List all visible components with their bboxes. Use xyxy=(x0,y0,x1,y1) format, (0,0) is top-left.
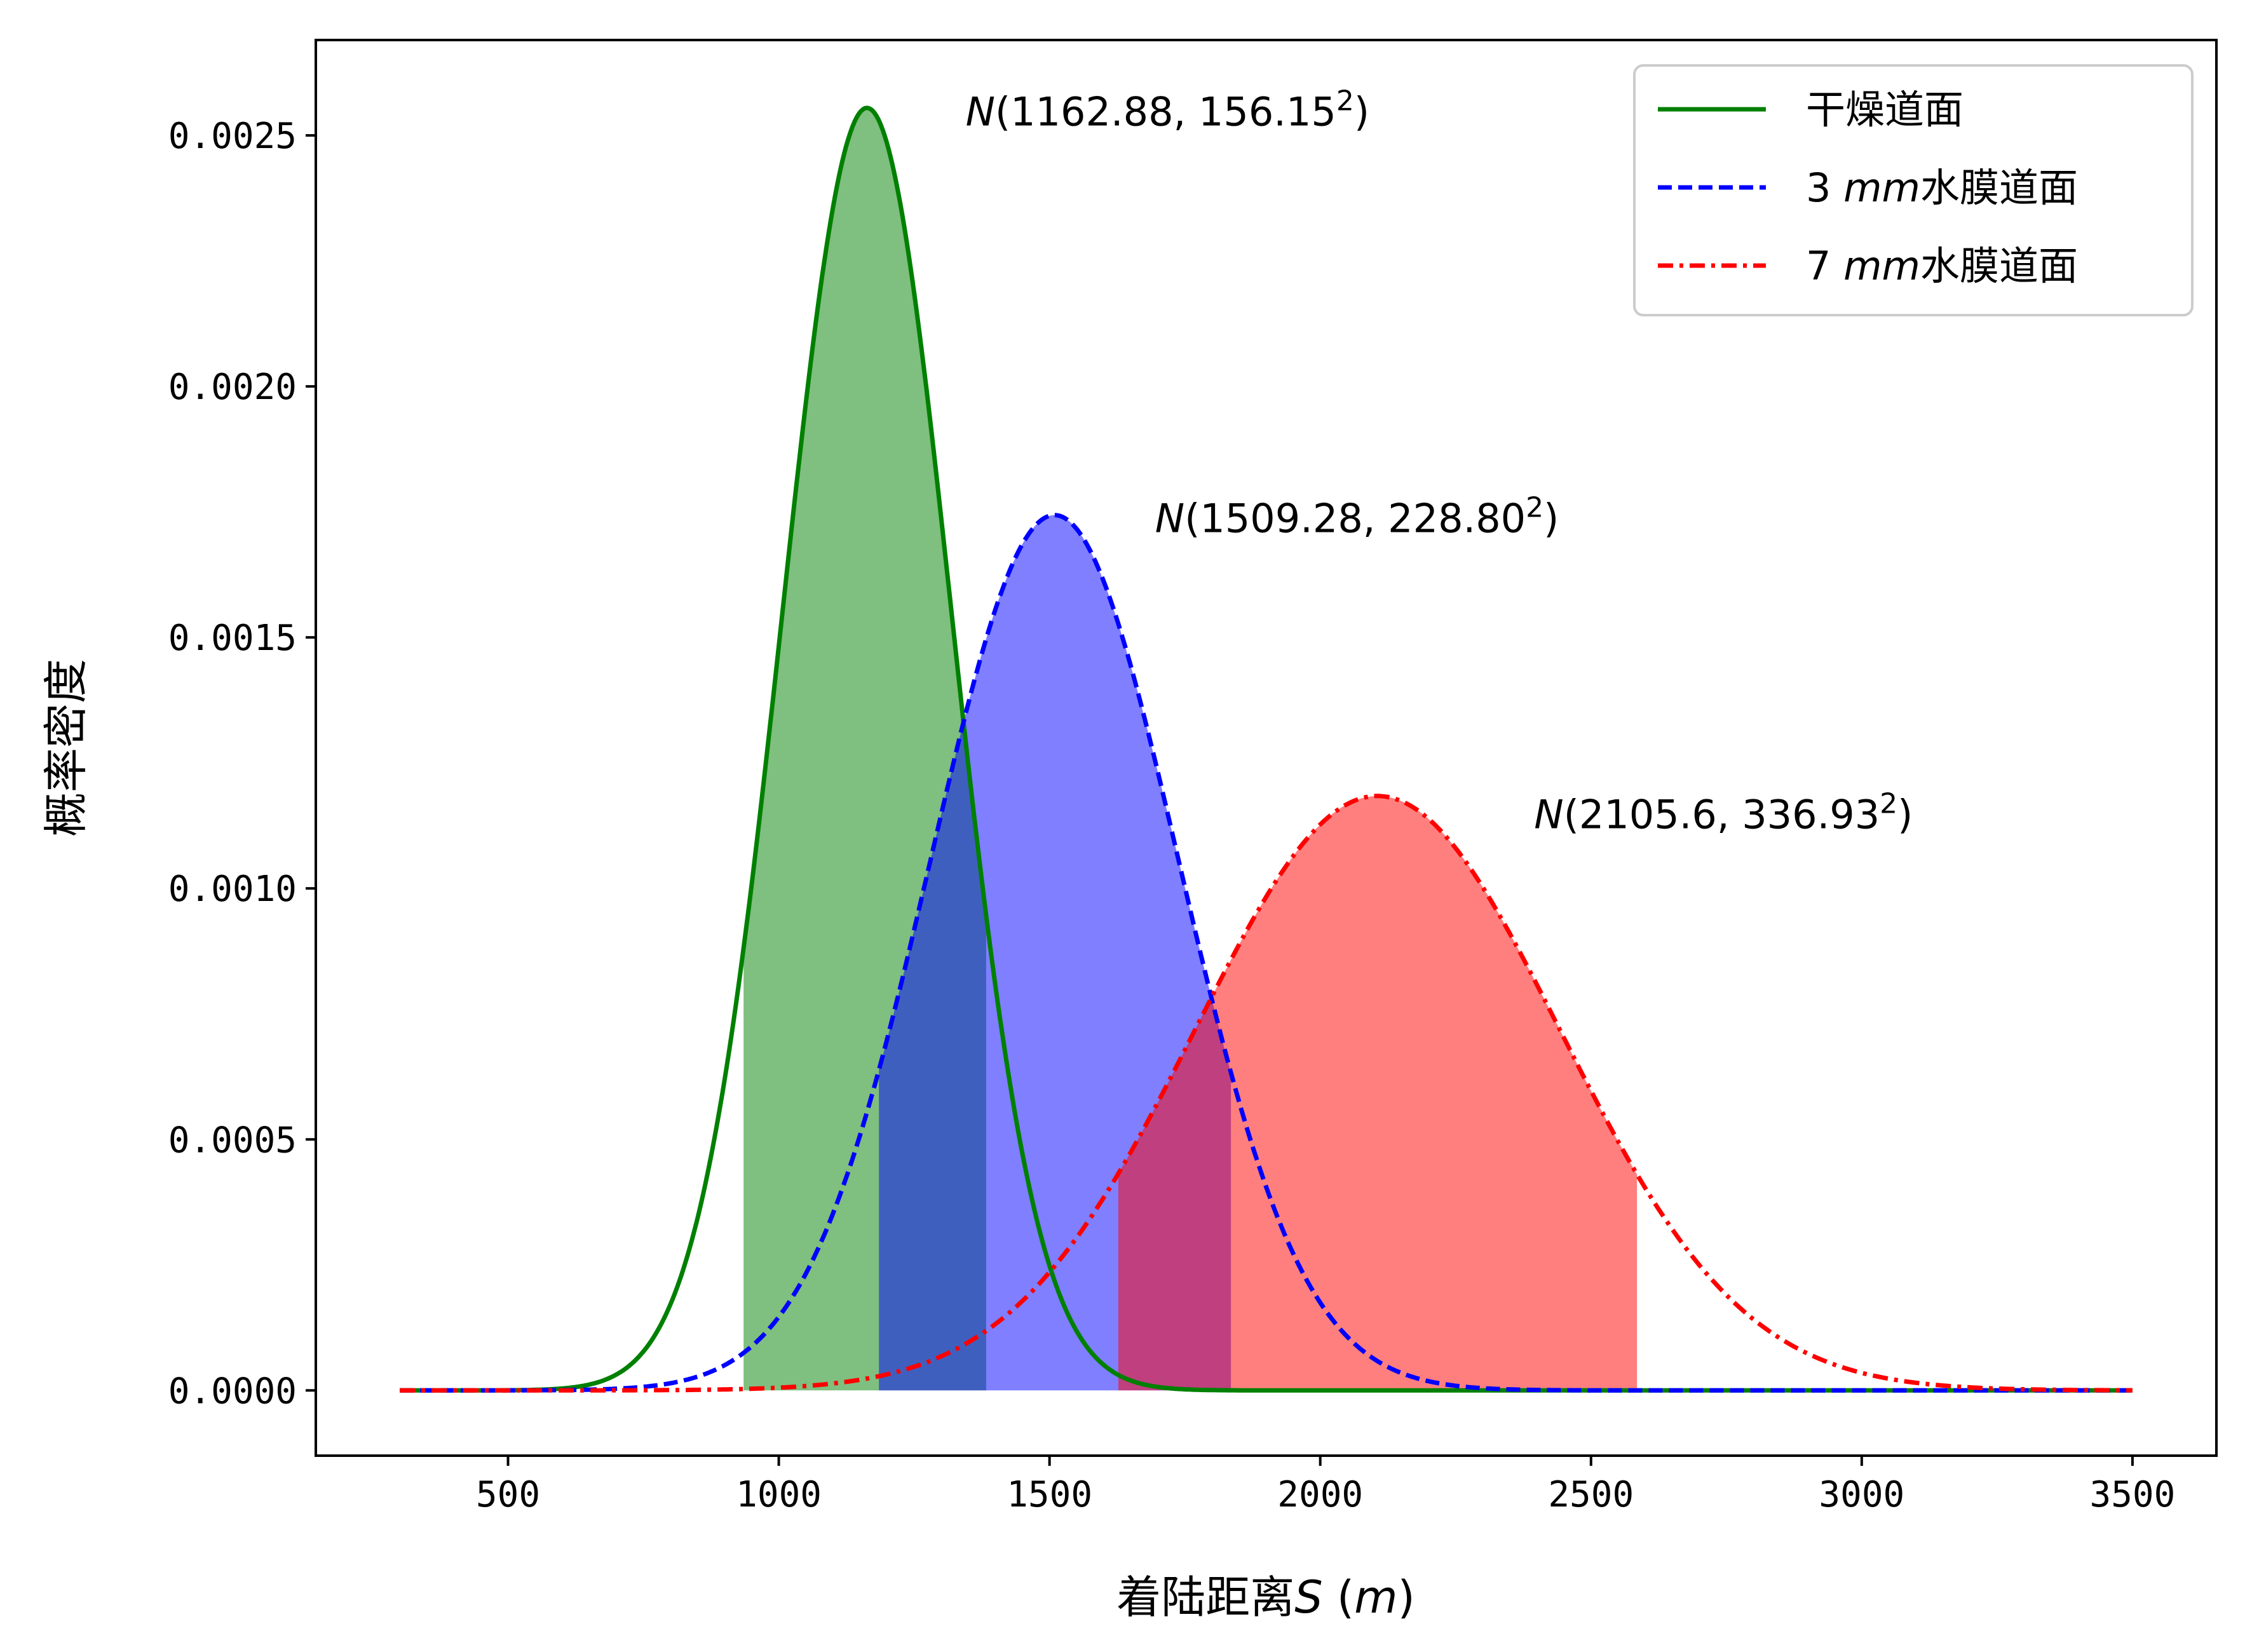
legend-items: 干燥道面 3 mm水膜道面 7 mm水膜道面 xyxy=(1658,86,2078,289)
density-curve-series-1 xyxy=(400,513,2133,1393)
annotation-series-0: N(1162.88, 156.152) xyxy=(966,85,1370,135)
x-tick-label: 1000 xyxy=(736,1474,822,1515)
annotation-series-2: N(2105.6, 336.932) xyxy=(1534,787,1913,837)
y-axis-ticks: 0.0000 0.0005 0.0010 0.0015 0.0020 0.0025 xyxy=(168,116,316,1412)
x-tick-label: 2000 xyxy=(1277,1474,1363,1515)
y-tick-label: 0.0010 xyxy=(168,869,297,910)
y-tick-label: 0.0025 xyxy=(168,116,297,157)
density-curves xyxy=(400,105,2133,1393)
x-tick-label: 2500 xyxy=(1548,1474,1634,1515)
shaded-region-series-2 xyxy=(1118,796,1638,1391)
x-axis-ticks: 500 1000 1500 2000 2500 3000 3500 xyxy=(476,1456,2175,1515)
x-tick-label: 3500 xyxy=(2089,1474,2175,1515)
y-axis-title: 概率密度 xyxy=(40,659,92,837)
distribution-annotations: N(1162.88, 156.152) N(1509.28, 228.802) N(… xyxy=(966,85,1913,837)
x-tick-label: 500 xyxy=(476,1474,540,1515)
legend: 干燥道面 3 mm水膜道面 7 mm水膜道面 xyxy=(1633,64,2194,316)
y-tick-label: 0.0015 xyxy=(168,618,297,659)
legend-label-series-0: 干燥道面 xyxy=(1806,86,1964,133)
x-tick-label: 1500 xyxy=(1007,1474,1092,1515)
legend-label-series-2: 7 mm水膜道面 xyxy=(1806,243,2078,289)
density-curve-series-2 xyxy=(400,794,2133,1393)
y-tick-label: 0.0000 xyxy=(168,1371,297,1412)
x-axis-title: 着陆距离S (m) xyxy=(1116,1571,1415,1623)
y-tick-label: 0.0020 xyxy=(168,367,297,408)
x-tick-label: 3000 xyxy=(1819,1474,1904,1515)
legend-box xyxy=(1633,64,2194,316)
legend-label-series-1: 3 mm水膜道面 xyxy=(1806,165,2078,211)
y-tick-label: 0.0005 xyxy=(168,1120,297,1161)
plot-area-frame xyxy=(315,39,2218,1457)
annotation-series-1: N(1509.28, 228.802) xyxy=(1155,491,1559,541)
